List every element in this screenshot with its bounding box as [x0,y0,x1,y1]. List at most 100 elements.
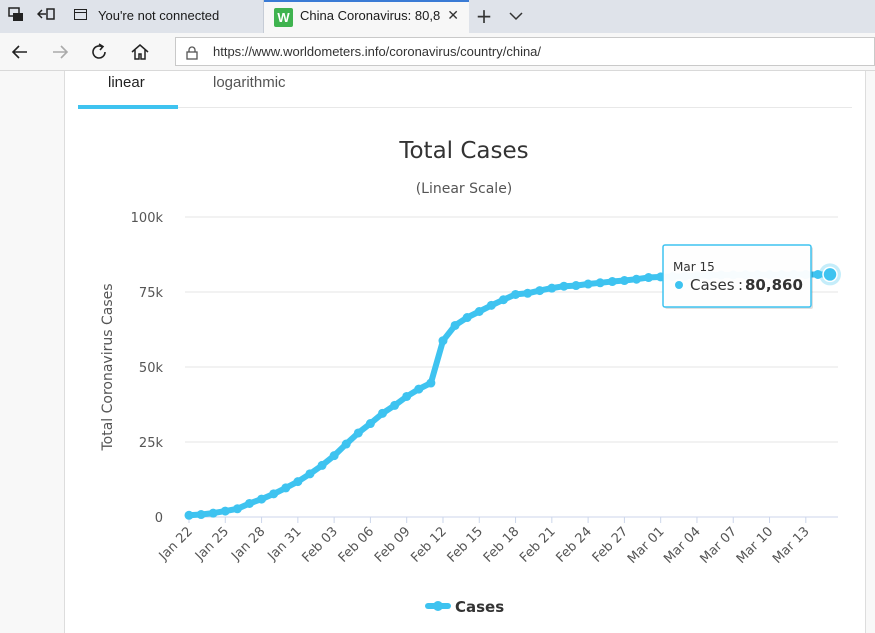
chart-subtitle: (Linear Scale) [416,181,513,197]
total-cases-chart: Total Cases (Linear Scale) Total Coronav… [100,138,841,616]
data-point [269,489,279,499]
data-point [329,451,339,461]
data-point [353,428,363,438]
data-point [547,283,557,293]
x-tick-label: Feb 12 [408,524,450,566]
x-tick-label: Feb 03 [299,524,341,566]
navigation-bar: https://www.worldometers.info/coronaviru… [0,33,875,71]
data-point [450,320,460,330]
active-tab-indicator [78,105,178,109]
series-line [186,271,833,519]
data-point [644,273,654,283]
data-point [813,269,823,279]
left-margin [0,71,65,633]
data-point [378,408,388,418]
x-tick-label: Jan 28 [228,524,268,564]
chart-title: Total Cases [398,138,528,164]
x-tick-label: Mar 07 [698,524,741,567]
y-axis-ticks: 0 25k 50k 75k 100k [131,211,164,526]
x-tick-label: Feb 09 [372,524,414,566]
data-point [232,504,242,514]
data-point [220,506,230,516]
x-tick-label: Mar 13 [770,524,813,567]
new-tab-button[interactable]: + [475,4,493,28]
y-tick-label: 75k [139,286,164,301]
data-point [595,278,605,288]
y-tick-label: 0 [155,511,163,526]
data-point [244,498,254,508]
page-content: linear logarithmic Total Cases (Linear S… [0,71,875,633]
data-point [571,281,581,291]
x-tick-label: Feb 15 [445,524,487,566]
x-tick-label: Feb 21 [517,524,559,566]
y-tick-label: 100k [131,211,164,226]
x-tick-label: Feb 24 [553,524,595,566]
tab-logarithmic[interactable]: logarithmic [213,74,286,91]
tab-title: China Coronavirus: 80,8 [300,8,440,23]
data-point [196,510,206,520]
data-point [822,266,838,283]
data-point [607,277,617,287]
data-point [365,419,375,429]
x-tick-label: Jan 25 [192,524,232,564]
home-button[interactable] [129,41,151,63]
data-point [511,289,521,299]
data-point [208,508,218,518]
data-point [426,378,436,388]
data-point [402,391,412,401]
data-point [583,279,593,289]
data-point [486,300,496,310]
data-point [619,276,629,286]
data-point [257,494,267,504]
forward-button[interactable] [49,41,71,63]
data-point [390,400,400,410]
x-tick-label: Feb 06 [336,524,378,566]
data-point [535,286,545,296]
tooltip-date: Mar 15 [673,260,715,274]
legend-marker [433,601,443,611]
tooltip-box [662,244,812,308]
tab-not-connected[interactable]: You're not connected [64,0,264,33]
tab-china-coronavirus[interactable]: W China Coronavirus: 80,8 ✕ [264,0,469,33]
tab-linear[interactable]: linear [108,74,145,91]
x-tick-label: Mar 10 [734,524,777,567]
data-point [559,281,569,291]
data-point [523,288,533,298]
legend[interactable]: Cases [425,598,504,616]
tooltip-series: Cases [690,276,735,294]
chevron-down-icon[interactable] [505,5,527,27]
x-tick-label: Feb 27 [590,524,632,566]
set-tabs-aside-icon[interactable] [36,7,56,27]
close-tab-icon[interactable]: ✕ [447,8,459,24]
worldometers-logo-icon: W [274,8,293,27]
x-tick-label: Mar 04 [661,524,704,567]
data-point [462,313,472,323]
page-icon [74,9,87,20]
url-text: https://www.worldometers.info/coronaviru… [213,44,542,59]
x-tick-label: Jan 31 [265,524,305,564]
y-axis-title: Total Coronavirus Cases [100,283,116,451]
tooltip: Mar 15 Cases:80,860 [662,244,813,309]
tab-title: You're not connected [98,8,220,23]
right-margin [865,71,875,633]
data-point [305,469,315,479]
data-point [498,295,508,305]
y-tick-label: 50k [139,361,164,376]
legend-label: Cases [455,598,504,616]
data-point [293,477,303,487]
x-tick-label: Feb 18 [481,524,523,566]
data-point [474,307,484,316]
tooltip-marker [675,281,683,289]
y-tick-label: 25k [139,436,164,451]
scale-tabs: linear logarithmic [78,71,852,109]
back-button[interactable] [9,41,31,63]
data-point [281,483,291,493]
address-bar[interactable]: https://www.worldometers.info/coronaviru… [175,37,875,66]
refresh-button[interactable] [88,41,110,63]
lock-icon[interactable] [185,45,199,60]
tab-manager-icon[interactable] [6,7,26,27]
x-tick-label: Mar 01 [625,524,668,567]
data-point [631,274,641,284]
tab-strip: You're not connected W China Coronavirus… [0,0,875,33]
